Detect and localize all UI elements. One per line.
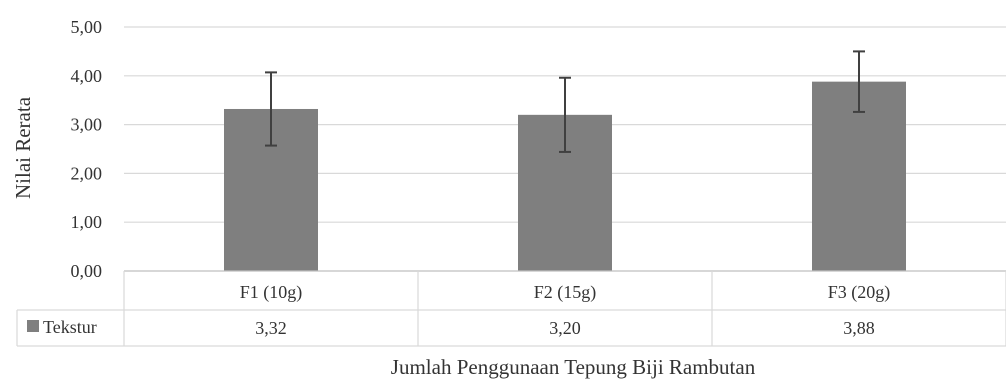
bars (224, 81, 906, 271)
data-value-label: 3,32 (255, 318, 287, 338)
error-bar (853, 50, 865, 113)
error-bars (265, 50, 865, 153)
y-tick-label: 3,00 (71, 115, 103, 135)
data-value-label: 3,20 (549, 318, 581, 338)
y-tick-label: 0,00 (71, 261, 103, 281)
error-bar (265, 71, 277, 147)
x-category-label: F3 (20g) (828, 282, 891, 303)
y-axis-title: Nilai Rerata (11, 96, 35, 199)
x-category-label: F1 (10g) (240, 282, 303, 303)
y-tick-label: 2,00 (71, 163, 103, 183)
legend-swatch (27, 320, 39, 332)
bar (812, 81, 906, 271)
legend-label: Tekstur (43, 317, 97, 337)
x-axis-title: Jumlah Penggunaan Tepung Biji Rambutan (391, 355, 756, 379)
data-value-label: 3,88 (843, 318, 875, 338)
data-table: F1 (10g) F2 (15g) F3 (20g) Tekstur 3,32 3,20 3… (16, 270, 1006, 347)
y-tick-label: 4,00 (71, 66, 103, 86)
error-bar (559, 76, 571, 153)
y-tick-label: 1,00 (71, 212, 103, 232)
y-axis-ticks: 0,00 1,00 2,00 3,00 4,00 5,00 (71, 17, 103, 281)
y-tick-label: 5,00 (71, 17, 103, 37)
x-category-label: F2 (15g) (534, 282, 597, 303)
